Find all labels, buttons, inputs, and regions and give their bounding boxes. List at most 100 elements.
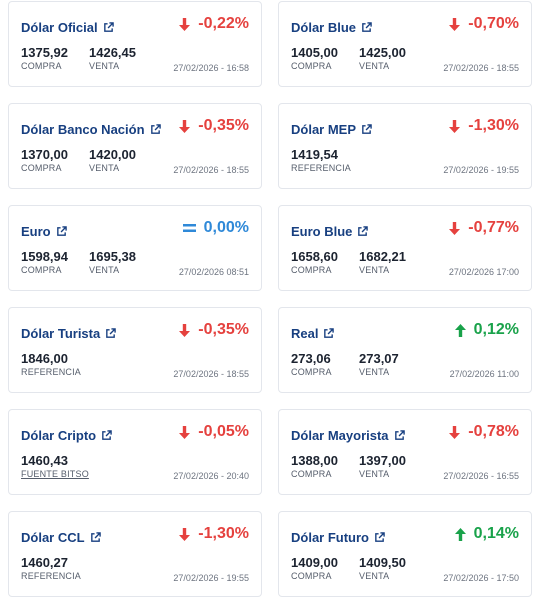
external-link-icon[interactable] xyxy=(374,532,385,543)
value-label: COMPRA xyxy=(291,61,332,71)
variation-badge: -0,70% xyxy=(449,15,519,33)
arrow-up-icon xyxy=(454,323,466,337)
variation-badge: 0,12% xyxy=(454,321,519,339)
update-timestamp: 27/02/2026 - 17:50 xyxy=(443,573,519,583)
external-link-icon[interactable] xyxy=(150,124,161,135)
value-number: 1420,00 xyxy=(89,147,136,162)
update-timestamp: 27/02/2026 11:00 xyxy=(449,369,519,379)
value-number: 1598,94 xyxy=(21,249,68,264)
external-link-icon[interactable] xyxy=(101,430,112,441)
value-number: 1370,00 xyxy=(21,147,68,162)
value-label: COMPRA xyxy=(291,367,332,377)
quote-title-link[interactable]: Dólar CCL xyxy=(21,530,101,545)
quote-value-venta: 1425,00 VENTA xyxy=(359,45,427,72)
quote-title-link[interactable]: Dólar Turista xyxy=(21,326,116,341)
variation-value: -0,35% xyxy=(198,117,249,134)
variation-value: -1,30% xyxy=(468,117,519,134)
quote-title: Euro Blue xyxy=(291,224,353,239)
update-timestamp: 27/02/2026 - 18:55 xyxy=(443,63,519,73)
quote-title-link[interactable]: Dólar Futuro xyxy=(291,530,385,545)
quote-value-compra: 1598,94 COMPRA xyxy=(21,249,89,276)
update-timestamp: 27/02/2026 - 16:55 xyxy=(443,471,519,481)
value-number: 1682,21 xyxy=(359,249,406,264)
quote-title: Dólar Mayorista xyxy=(291,428,389,443)
quote-title: Dólar Blue xyxy=(291,20,357,35)
variation-value: -0,77% xyxy=(468,219,519,236)
arrow-down-icon xyxy=(179,323,191,337)
quote-value-venta: 1397,00 VENTA xyxy=(359,453,427,480)
value-label: COMPRA xyxy=(21,61,62,71)
variation-value: -0,22% xyxy=(198,15,249,32)
arrow-down-icon xyxy=(449,221,461,235)
variation-value: 0,00% xyxy=(203,219,249,236)
value-number: 1846,00 xyxy=(21,351,68,366)
quote-title-link[interactable]: Dólar Mayorista xyxy=(291,428,405,443)
value-number: 1658,60 xyxy=(291,249,338,264)
value-number: 1388,00 xyxy=(291,453,338,468)
external-link-icon[interactable] xyxy=(394,430,405,441)
value-label: VENTA xyxy=(359,61,390,71)
value-number: 1375,92 xyxy=(21,45,68,60)
value-number: 1409,50 xyxy=(359,555,406,570)
quote-title-link[interactable]: Dólar Oficial xyxy=(21,20,114,35)
quote-values: 1846,00 REFERENCIA xyxy=(21,351,89,378)
variation-badge: 0,00% xyxy=(182,219,249,237)
update-timestamp: 27/02/2026 - 20:40 xyxy=(173,471,249,481)
quote-title: Dólar CCL xyxy=(21,530,85,545)
quote-value-venta: 1682,21 VENTA xyxy=(359,249,427,276)
value-number: 1409,00 xyxy=(291,555,338,570)
quote-value-venta: 1695,38 VENTA xyxy=(89,249,157,276)
external-link-icon[interactable] xyxy=(361,124,372,135)
variation-badge: -0,77% xyxy=(449,219,519,237)
quote-card-real: Real 0,12% 273,06 COMPRA 273,07 VENTA 27/02/20… xyxy=(278,307,532,393)
external-link-icon[interactable] xyxy=(90,532,101,543)
external-link-icon[interactable] xyxy=(357,226,369,237)
value-label: REFERENCIA xyxy=(291,163,352,173)
quote-title-link[interactable]: Dólar Banco Nación xyxy=(21,122,161,137)
quote-card-dolar-cripto: Dólar Cripto -0,05% 1460,43 FUENTE BITSO 27/… xyxy=(8,409,262,495)
quote-title-link[interactable]: Dólar MEP xyxy=(291,122,372,137)
external-link-icon[interactable] xyxy=(56,226,67,237)
external-link-icon[interactable] xyxy=(105,328,116,339)
arrow-down-icon xyxy=(449,17,461,31)
quote-value-compra: 1405,00 COMPRA xyxy=(291,45,359,72)
update-timestamp: 27/02/2026 17:00 xyxy=(448,267,519,277)
value-number: 1405,00 xyxy=(291,45,338,60)
quote-title-link[interactable]: Dólar Blue xyxy=(291,20,372,35)
quote-values: 1375,92 COMPRA 1426,45 VENTA xyxy=(21,45,157,72)
source-link[interactable]: FUENTE BITSO xyxy=(21,469,89,479)
quote-title-link[interactable]: Real xyxy=(291,326,335,341)
update-timestamp: 27/02/2026 - 19:55 xyxy=(173,573,249,583)
external-link-icon[interactable] xyxy=(361,22,372,33)
quote-value-referencia: 1846,00 REFERENCIA xyxy=(21,351,89,378)
quote-title-link[interactable]: Dólar Cripto xyxy=(21,428,112,443)
value-label: COMPRA xyxy=(21,163,62,173)
quote-value-compra: 1370,00 COMPRA xyxy=(21,147,89,174)
quote-value-referencia: 1419,54 REFERENCIA xyxy=(291,147,359,174)
quote-value-referencia: 1460,27 REFERENCIA xyxy=(21,555,89,582)
update-timestamp: 27/02/2026 - 18:55 xyxy=(173,369,249,379)
external-link-icon[interactable] xyxy=(103,22,114,33)
value-label: COMPRA xyxy=(291,265,332,275)
quote-title-link[interactable]: Euro xyxy=(21,224,67,239)
value-number: 1425,00 xyxy=(359,45,406,60)
variation-badge: -0,05% xyxy=(179,423,249,441)
external-link-icon[interactable] xyxy=(323,328,335,339)
arrow-down-icon xyxy=(179,17,191,31)
value-label: VENTA xyxy=(359,469,390,479)
value-number: 1460,43 xyxy=(21,453,68,468)
quote-value-compra: 1409,00 COMPRA xyxy=(291,555,359,582)
quote-title-link[interactable]: Euro Blue xyxy=(291,224,369,239)
arrow-down-icon xyxy=(449,425,461,439)
quote-card-dolar-mep: Dólar MEP -1,30% 1419,54 REFERENCIA 27/02/20… xyxy=(278,103,532,189)
quote-values: 1370,00 COMPRA 1420,00 VENTA xyxy=(21,147,157,174)
quote-title: Dólar Futuro xyxy=(291,530,369,545)
quote-card-dolar-turista: Dólar Turista -0,35% 1846,00 REFERENCIA 27/0… xyxy=(8,307,262,393)
value-label: VENTA xyxy=(359,367,390,377)
value-label: COMPRA xyxy=(291,571,332,581)
value-number: 1397,00 xyxy=(359,453,406,468)
quote-value-venta: 1409,50 VENTA xyxy=(359,555,427,582)
value-number: 273,06 xyxy=(291,351,331,366)
arrow-up-icon xyxy=(454,527,466,541)
quote-title: Dólar MEP xyxy=(291,122,357,137)
